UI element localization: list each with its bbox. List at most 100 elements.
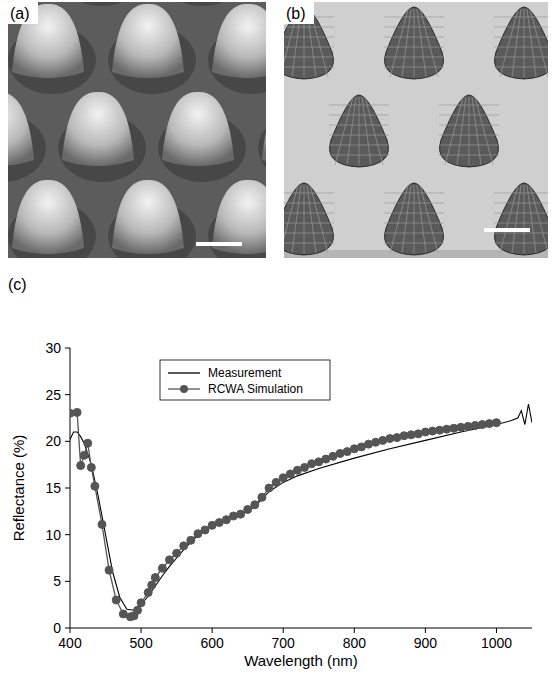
- marker: [492, 419, 500, 427]
- scale-bar: [196, 242, 242, 246]
- teardrop-body: [385, 183, 444, 255]
- mesh-line: [284, 67, 334, 68]
- mesh-line: [420, 9, 438, 77]
- teardrop: [439, 95, 499, 167]
- mesh-line: [390, 9, 408, 77]
- marker: [137, 599, 145, 607]
- x-tick-label: 700: [272, 635, 296, 651]
- marker: [98, 520, 106, 528]
- x-axis-title: Wavelength (nm): [244, 652, 358, 669]
- mesh-line: [284, 47, 334, 48]
- mesh-line: [307, 185, 316, 253]
- cone: [8, 92, 34, 166]
- mesh-line: [494, 17, 548, 18]
- y-tick: [65, 394, 70, 395]
- x-tick: [496, 628, 497, 633]
- mesh-line: [310, 185, 328, 253]
- marker: [173, 549, 181, 557]
- panel-b-image: [284, 2, 548, 258]
- marker: [265, 484, 273, 492]
- marker: [144, 589, 152, 597]
- mesh-line: [527, 185, 536, 253]
- cone: [12, 180, 84, 254]
- y-tick: [65, 628, 70, 629]
- cone: [262, 92, 266, 166]
- legend-box: [160, 360, 330, 400]
- mesh-line: [284, 37, 334, 38]
- marker: [77, 462, 85, 470]
- mesh-line: [527, 9, 536, 77]
- mesh-line: [347, 97, 356, 165]
- x-axis: [70, 628, 532, 629]
- mesh-line: [494, 213, 548, 214]
- teardrop-body: [495, 7, 548, 79]
- legend-label: RCWA Simulation: [208, 382, 303, 396]
- x-tick: [141, 628, 142, 633]
- mesh-line: [362, 97, 371, 165]
- mesh-line: [524, 185, 525, 253]
- scale-bar: [484, 228, 530, 232]
- y-tick-label: 5: [53, 573, 61, 589]
- x-tick: [354, 628, 355, 633]
- mesh-line: [530, 185, 548, 253]
- plot-data: [70, 404, 532, 621]
- mesh-line: [284, 193, 334, 194]
- y-tick-label: 10: [45, 527, 61, 543]
- marker: [237, 510, 245, 518]
- mesh-line: [414, 185, 415, 253]
- marker: [166, 556, 174, 564]
- mesh-line: [420, 185, 438, 253]
- mesh-line: [475, 97, 493, 165]
- x-tick: [70, 628, 71, 633]
- marker: [134, 606, 142, 614]
- marker: [201, 526, 209, 534]
- label-patch: [284, 2, 314, 24]
- mesh-line: [494, 37, 548, 38]
- legend-swatch: [168, 372, 200, 373]
- mesh-line: [284, 243, 334, 244]
- mesh-line: [469, 97, 470, 165]
- marker: [251, 501, 259, 509]
- cone-shadow: [258, 2, 266, 6]
- teardrop-body: [495, 183, 548, 255]
- cone-shadow: [158, 2, 246, 6]
- y-tick-label: 25: [45, 387, 61, 403]
- x-tick-label: 800: [343, 635, 367, 651]
- mesh-line: [500, 185, 518, 253]
- mesh-line: [390, 185, 408, 253]
- legend-marker: [180, 385, 188, 393]
- mesh-line: [365, 97, 383, 165]
- marker: [272, 478, 280, 486]
- panel-a-image: [8, 2, 266, 258]
- marker: [258, 493, 266, 501]
- y-tick: [65, 441, 70, 442]
- cone: [112, 180, 184, 254]
- cone: [212, 4, 266, 78]
- x-tick-label: 600: [200, 635, 224, 651]
- series-line: [70, 412, 496, 616]
- mesh-line: [414, 9, 415, 77]
- mesh-line: [359, 97, 360, 165]
- x-tick-label: 400: [58, 635, 82, 651]
- y-tick: [65, 581, 70, 582]
- x-tick-label: 500: [129, 635, 153, 651]
- mesh-line: [284, 223, 334, 224]
- teardrop: [494, 7, 548, 79]
- teardrop: [384, 183, 444, 255]
- teardrop: [329, 95, 389, 167]
- legend: MeasurementRCWA Simulation: [160, 360, 330, 400]
- x-tick-label: 900: [414, 635, 438, 651]
- teardrop: [494, 183, 548, 255]
- mesh-line: [530, 9, 548, 77]
- teardrop-body: [385, 7, 444, 79]
- mesh-line: [457, 97, 466, 165]
- label-patch: [8, 2, 38, 24]
- x-tick-label: 1000: [481, 635, 512, 651]
- mesh-line: [445, 97, 463, 165]
- marker: [244, 505, 252, 513]
- mesh-line: [512, 185, 521, 253]
- mesh-line: [284, 185, 298, 253]
- marker: [180, 542, 188, 550]
- mesh-line: [402, 9, 411, 77]
- mesh-line: [472, 97, 481, 165]
